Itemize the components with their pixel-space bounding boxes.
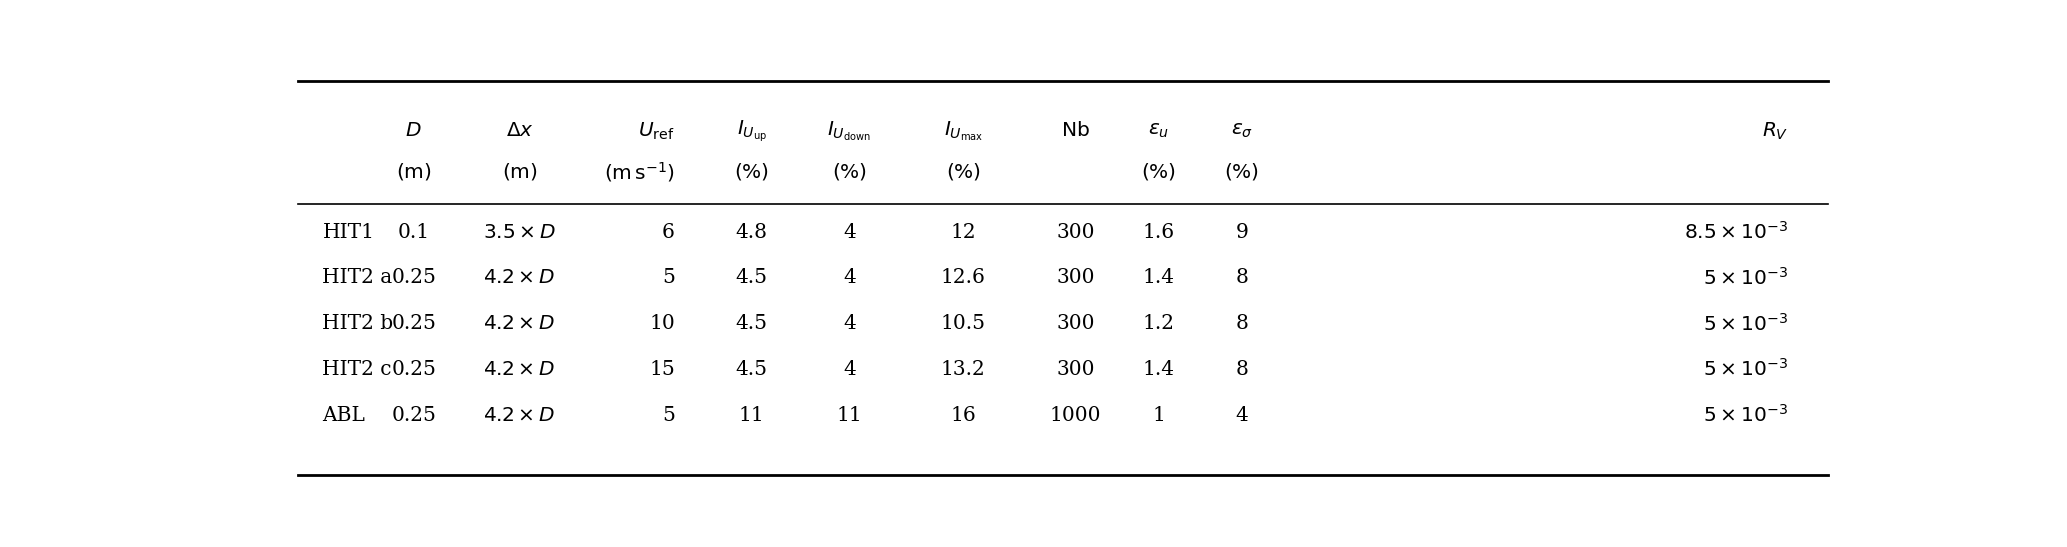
Text: 4: 4 [843,360,856,379]
Text: 4.8: 4.8 [736,223,767,242]
Text: 0.25: 0.25 [391,314,436,333]
Text: $3.5\times D$: $3.5\times D$ [484,223,556,242]
Text: 4: 4 [1236,406,1248,424]
Text: 4.5: 4.5 [736,268,767,287]
Text: 1000: 1000 [1050,406,1102,424]
Text: 0.25: 0.25 [391,406,436,424]
Text: $\epsilon_u$: $\epsilon_u$ [1147,121,1170,141]
Text: 8: 8 [1236,268,1248,287]
Text: $5\times 10^{-3}$: $5\times 10^{-3}$ [1703,358,1788,380]
Text: $(\%)$: $(\%)$ [947,161,980,182]
Text: HIT2 b: HIT2 b [322,314,393,333]
Text: $I_{U_{\mathrm{down}}}$: $I_{U_{\mathrm{down}}}$ [827,119,872,143]
Text: 5: 5 [661,406,674,424]
Text: 300: 300 [1056,223,1096,242]
Text: $5\times 10^{-3}$: $5\times 10^{-3}$ [1703,266,1788,288]
Text: 12: 12 [951,223,976,242]
Text: $\epsilon_\sigma$: $\epsilon_\sigma$ [1230,121,1253,141]
Text: $D$: $D$ [405,121,422,141]
Text: 11: 11 [837,406,862,424]
Text: $(\mathrm{m\,s^{-1}})$: $(\mathrm{m\,s^{-1}})$ [604,160,674,184]
Text: 13.2: 13.2 [940,360,986,379]
Text: $4.2\times D$: $4.2\times D$ [484,406,556,424]
Text: $5\times 10^{-3}$: $5\times 10^{-3}$ [1703,312,1788,334]
Text: HIT2 c: HIT2 c [322,360,393,379]
Text: 10.5: 10.5 [940,314,986,333]
Text: 1.2: 1.2 [1143,314,1174,333]
Text: 10: 10 [649,314,674,333]
Text: $\mathrm{Nb}$: $\mathrm{Nb}$ [1060,121,1089,141]
Text: 11: 11 [738,406,765,424]
Text: 4.5: 4.5 [736,314,767,333]
Text: $R_V$: $R_V$ [1761,120,1788,142]
Text: 1.4: 1.4 [1143,268,1174,287]
Text: 12.6: 12.6 [940,268,986,287]
Text: 4: 4 [843,314,856,333]
Text: $4.2\times D$: $4.2\times D$ [484,314,556,333]
Text: $4.2\times D$: $4.2\times D$ [484,268,556,287]
Text: 15: 15 [649,360,674,379]
Text: 9: 9 [1236,223,1248,242]
Text: 1.4: 1.4 [1143,360,1174,379]
Text: 300: 300 [1056,360,1096,379]
Text: 16: 16 [951,406,976,424]
Text: ABL: ABL [322,406,366,424]
Text: 6: 6 [661,223,674,242]
Text: 4: 4 [843,223,856,242]
Text: $U_{\mathrm{ref}}$: $U_{\mathrm{ref}}$ [639,120,674,142]
Text: 1.6: 1.6 [1143,223,1174,242]
Text: 4: 4 [843,268,856,287]
Text: 0.1: 0.1 [397,223,430,242]
Text: HIT2 a: HIT2 a [322,268,393,287]
Text: 1: 1 [1151,406,1166,424]
Text: 8: 8 [1236,314,1248,333]
Text: $8.5\times 10^{-3}$: $8.5\times 10^{-3}$ [1685,221,1788,243]
Text: $(\%)$: $(\%)$ [1224,161,1259,182]
Text: $(\%)$: $(\%)$ [1141,161,1176,182]
Text: HIT1: HIT1 [322,223,374,242]
Text: $(\%)$: $(\%)$ [831,161,866,182]
Text: 5: 5 [661,268,674,287]
Text: $\Delta x$: $\Delta x$ [506,121,533,141]
Text: $I_{U_{\mathrm{up}}}$: $I_{U_{\mathrm{up}}}$ [736,118,767,144]
Text: 300: 300 [1056,314,1096,333]
Text: 300: 300 [1056,268,1096,287]
Text: $(\mathrm{m})$: $(\mathrm{m})$ [502,161,537,182]
Text: $5\times 10^{-3}$: $5\times 10^{-3}$ [1703,404,1788,426]
Text: 8: 8 [1236,360,1248,379]
Text: 4.5: 4.5 [736,360,767,379]
Text: 0.25: 0.25 [391,268,436,287]
Text: $(\%)$: $(\%)$ [734,161,769,182]
Text: $4.2\times D$: $4.2\times D$ [484,360,556,379]
Text: $(\mathrm{m})$: $(\mathrm{m})$ [397,161,432,182]
Text: $I_{U_{\mathrm{max}}}$: $I_{U_{\mathrm{max}}}$ [943,119,984,143]
Text: 0.25: 0.25 [391,360,436,379]
